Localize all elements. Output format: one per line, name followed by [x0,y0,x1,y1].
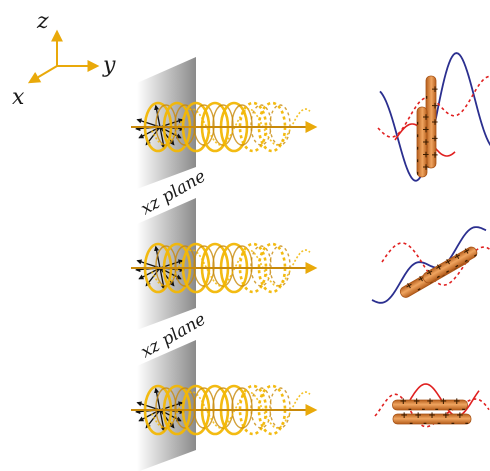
plus-charge: + [440,397,448,407]
rod-horizontal-b: + + + + +- - - - - [393,411,471,429]
plus-charge: + [400,411,408,421]
minus-charge: - [423,419,427,429]
beam-panels [131,57,315,471]
minus-charge: - [437,419,441,429]
minus-charge: - [408,405,412,415]
minus-charge: - [451,419,455,429]
plus-charge: + [399,397,407,407]
plus-charge: + [428,411,436,421]
plus-charge: + [426,397,434,407]
plus-charge: + [420,113,430,121]
polarization-loop-back [270,105,290,145]
plus-charge: + [453,397,461,407]
minus-charge: - [412,134,422,138]
rod-vertical-b: +++++----- [412,107,430,177]
minus-charge: - [409,419,413,429]
plus-charge: + [429,102,439,110]
minus-charge: - [412,121,422,125]
beam-panel-1 [131,57,315,189]
plus-charge: + [442,411,450,421]
plus-charge: + [420,163,430,171]
plus-charge: + [420,126,430,134]
minus-charge: - [412,171,422,175]
minus-charge: - [465,419,469,429]
plus-charge: + [413,397,421,407]
plus-charge: + [414,411,422,421]
plus-charge: + [429,85,439,93]
minus-charge: - [412,159,422,163]
minus-charge: - [412,146,422,150]
plus-charge: + [456,411,464,421]
x-axis-arrow [30,66,57,82]
polarization-loop-back [270,246,290,286]
x-axis-label: x [12,85,25,110]
plus-charge: + [420,138,430,146]
molecule-panels: +++++-----+++++-----+++++-----+++++-----… [372,53,490,429]
beam-panel-3 [131,340,315,471]
plus-charge: + [420,151,430,159]
polarization-loop-back [270,388,290,428]
molecule-panel-2: +++++-----+++++----- [372,227,490,303]
molecule-panel-3: + + + + +- - - - -+ + + + +- - - - - [375,384,489,429]
minus-charge: - [421,405,425,415]
z-axis-label: z [36,9,49,34]
coordinate-axes: z y x [12,9,116,110]
molecule-panel-1: +++++-----+++++----- [378,53,490,181]
beam-panel-2 [131,198,315,330]
y-axis-label: y [102,53,116,78]
minus-charge: - [421,96,431,100]
